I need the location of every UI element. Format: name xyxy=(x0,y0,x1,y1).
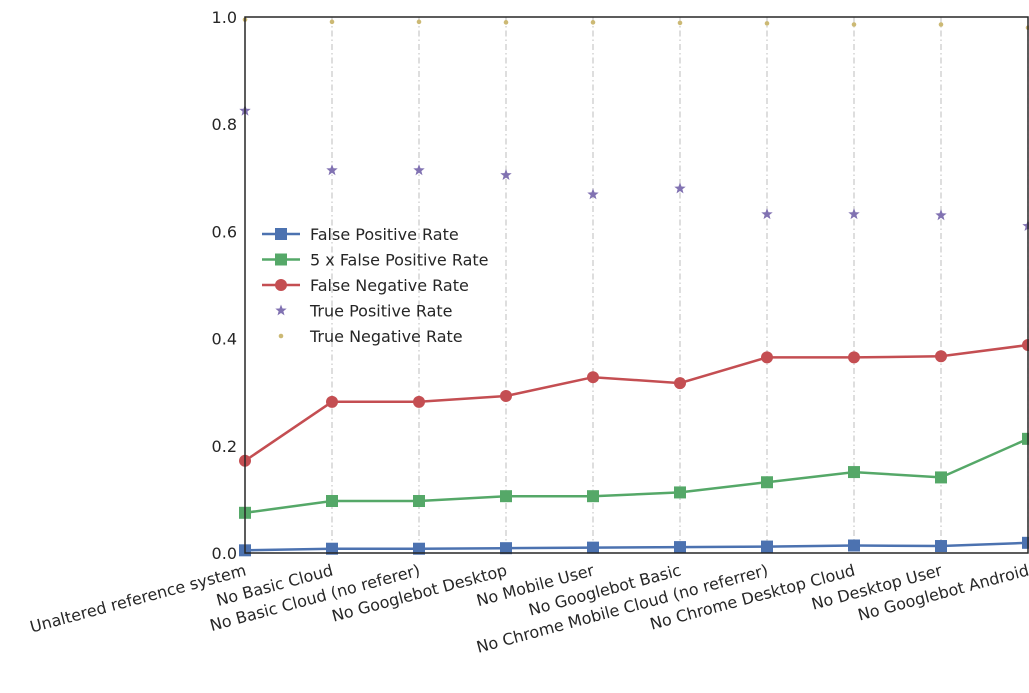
data-point xyxy=(416,19,422,25)
data-point xyxy=(1022,536,1029,549)
data-point xyxy=(500,490,512,503)
data-point xyxy=(326,495,338,508)
data-point xyxy=(761,540,773,553)
data-point xyxy=(500,169,512,180)
data-point xyxy=(851,22,857,27)
data-point xyxy=(500,542,512,555)
data-point xyxy=(764,21,770,26)
legend: False Positive Rate 5 x False Positive Ra… xyxy=(262,225,489,346)
data-point xyxy=(848,539,860,552)
legend-label: True Positive Rate xyxy=(309,302,453,321)
legend-label: False Positive Rate xyxy=(310,225,459,244)
data-point xyxy=(326,542,338,555)
data-point xyxy=(503,20,509,25)
plot-frame xyxy=(244,16,1029,554)
data-point xyxy=(848,351,860,364)
series-line xyxy=(244,541,1029,552)
data-point xyxy=(674,486,686,499)
data-point xyxy=(935,209,947,221)
legend-item: 5 x False Positive Rate xyxy=(262,251,489,270)
y-tick-label: 0.8 xyxy=(212,115,237,134)
data-point xyxy=(587,371,599,384)
data-point xyxy=(326,395,338,408)
data-point xyxy=(413,495,425,508)
data-point xyxy=(500,389,512,402)
y-tick-label: 0.2 xyxy=(212,437,237,456)
data-point xyxy=(761,351,773,364)
series-5-x-false-positive-rate xyxy=(239,432,1029,519)
data-point xyxy=(590,20,596,25)
y-tick-label: 0.6 xyxy=(212,222,237,241)
y-tick-label: 1.0 xyxy=(212,8,237,27)
data-point xyxy=(329,19,335,25)
series-true-negative-rate xyxy=(242,17,1029,31)
legend-marker xyxy=(275,253,287,266)
data-point xyxy=(587,188,599,200)
series-false-negative-rate xyxy=(239,339,1029,467)
data-point xyxy=(677,20,683,26)
legend-marker xyxy=(275,304,287,316)
data-point xyxy=(413,542,425,555)
series-true-positive-rate xyxy=(239,104,1029,231)
legend-item: True Negative Rate xyxy=(278,327,463,346)
data-point xyxy=(848,208,860,220)
series-line xyxy=(244,343,1029,462)
data-point xyxy=(935,350,947,363)
data-point xyxy=(938,22,944,27)
legend-label: False Negative Rate xyxy=(310,276,469,295)
legend-label: 5 x False Positive Rate xyxy=(310,251,489,270)
y-tick-label: 0.0 xyxy=(212,544,237,563)
data-point xyxy=(761,476,773,489)
data-point xyxy=(674,541,686,554)
data-point xyxy=(413,395,425,408)
data-point xyxy=(587,490,599,503)
data-point xyxy=(413,164,425,176)
data-point xyxy=(326,164,338,176)
data-point xyxy=(1022,432,1029,445)
legend-item: False Negative Rate xyxy=(262,276,469,295)
legend-marker xyxy=(278,333,284,339)
legend-marker xyxy=(275,228,287,240)
data-point xyxy=(761,208,773,220)
y-tick-label: 0.4 xyxy=(212,330,237,349)
data-point xyxy=(674,182,686,194)
y-axis: 0.0 0.2 0.4 0.6 0.8 1.0 xyxy=(212,8,237,563)
legend-label: True Negative Rate xyxy=(309,327,463,346)
data-point xyxy=(935,471,947,484)
data-point xyxy=(848,466,860,479)
legend-item: False Positive Rate xyxy=(262,225,459,244)
data-point xyxy=(674,377,686,390)
series-false-positive-rate xyxy=(239,536,1029,557)
series-line xyxy=(244,437,1029,515)
data-point xyxy=(587,541,599,554)
legend-marker xyxy=(275,279,287,291)
legend-item: True Positive Rate xyxy=(275,302,453,321)
series-layer xyxy=(239,17,1029,557)
data-point xyxy=(935,540,947,553)
